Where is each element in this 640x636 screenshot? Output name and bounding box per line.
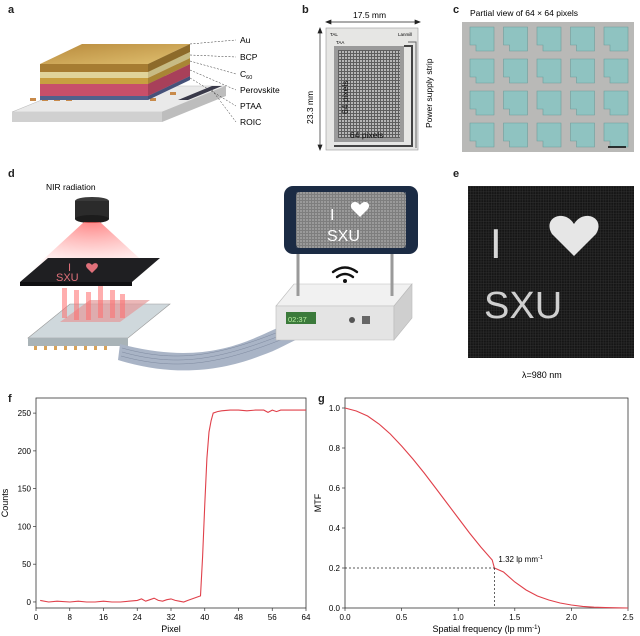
plot-frame [35, 397, 307, 609]
panel-label-b: b [302, 4, 309, 16]
wavelength-caption: λ=980 nm [522, 370, 562, 380]
pixel-cell [603, 26, 629, 52]
panel-label-f: f [8, 393, 12, 405]
pixel-cell [469, 26, 495, 52]
y-axis-label: MTF [313, 493, 323, 512]
y-tick-label: 0 [27, 598, 32, 607]
pixel-cell [536, 122, 562, 148]
y-tick-label: 250 [18, 409, 32, 418]
x-tick-label: 40 [200, 613, 209, 622]
x-tick-label: 56 [268, 613, 277, 622]
pixel-cell [570, 26, 595, 52]
chip-photo [325, 27, 419, 151]
pixel-cell [469, 90, 495, 116]
x-tick-label: 2.0 [566, 613, 578, 622]
panel-label-e: e [453, 168, 460, 180]
y-tick-label: 0.0 [329, 604, 341, 613]
slab-heart-icon [86, 263, 98, 273]
pixel-cell [503, 26, 528, 52]
chip-height-label: 23.3 mm [305, 91, 315, 124]
slab-text-i: I [68, 262, 71, 274]
panel-label-c: c [453, 4, 460, 16]
x-tick-label: 24 [133, 613, 142, 622]
layer-label-au: Au [240, 35, 251, 45]
y-tick-label: 200 [18, 447, 32, 456]
y-tick-label: 0.2 [329, 564, 341, 573]
panel-label-d: d [8, 168, 15, 180]
image-heart-icon [549, 215, 599, 256]
x-axis-label: Spatial frequency (lp mm-1) [433, 624, 541, 634]
x-tick-label: 48 [234, 613, 243, 622]
x-tick-label: 64 [302, 613, 311, 622]
edge-profile-chart: 0 8 16 24 32 40 48 56 64 0 50 100 150 200 250 Pixel Coun… [0, 397, 311, 634]
y-tick-label: 100 [18, 522, 32, 531]
mtf-chart: 0.0 0.5 1.0 1.5 2.0 2.5 0.0 0.2 0.4 0.6 0.8 1.0 Spat… [313, 397, 634, 634]
plot-frame [344, 397, 629, 609]
layer-label-c60: C60 [240, 69, 252, 81]
router-display: 02:37 [288, 315, 307, 324]
pixel-cell [503, 90, 528, 116]
layer-label-perovskite: Perovskite [240, 85, 280, 95]
pixel-view-title: Partial view of 64 × 64 pixels [470, 8, 578, 18]
layer-label-bcp: BCP [240, 52, 258, 62]
annotation-label: 1.32 lp mm-1 [498, 555, 542, 564]
image-text-sxu: SXU [484, 285, 562, 327]
image-text-i: I [490, 220, 502, 267]
x-tick-label: 0.0 [339, 613, 351, 622]
power-strip-label: Power supply strip [424, 58, 434, 128]
x-tick-label: 0 [34, 613, 39, 622]
y-axis-label: Counts [0, 488, 10, 517]
phone-text-i: I [330, 207, 334, 224]
data-series-line [344, 407, 629, 609]
chip-mark-right: Lanmill [398, 32, 412, 37]
pixel-cell [469, 122, 495, 148]
y-tick-label: 50 [22, 560, 31, 569]
pixel-cell [570, 90, 595, 116]
pixel-cell [469, 58, 495, 84]
pixel-cell [503, 122, 528, 148]
x-tick-label: 1.0 [453, 613, 465, 622]
x-tick-label: 16 [99, 613, 108, 622]
layer-label-ptaa: PTAA [240, 101, 262, 111]
chip-width-label: 17.5 mm [353, 10, 386, 20]
y-tick-label: 0.4 [329, 524, 341, 533]
x-tick-label: 8 [68, 613, 73, 622]
y-tick-label: 150 [18, 485, 32, 494]
layer-label-roic: ROIC [240, 117, 261, 127]
data-series-line [40, 409, 306, 603]
pixel-cell [503, 58, 528, 84]
x-axis-label: Pixel [161, 624, 181, 634]
chip-mark-left: TAL [330, 32, 338, 37]
nir-label: NIR radiation [46, 182, 96, 192]
captured-image-grid [468, 186, 634, 358]
chip-pixels-vertical: 64 pixels [340, 80, 350, 114]
x-tick-label: 0.5 [396, 613, 408, 622]
slab-text-sxu: SXU [56, 272, 79, 284]
y-tick-label: 0.6 [329, 484, 341, 493]
x-tick-label: 2.5 [622, 613, 634, 622]
x-tick-label: 32 [167, 613, 176, 622]
pixel-cell [536, 90, 562, 116]
phone-text-sxu: SXU [327, 228, 360, 245]
pixel-cell [570, 58, 595, 84]
panel-label-a: a [8, 4, 15, 16]
imaging-setup-diagram [20, 186, 418, 371]
chip-mark-taa: TAA [336, 40, 344, 45]
layer-stack-diagram [11, 39, 237, 123]
pixel-cell [603, 90, 629, 116]
pixel-cell [536, 58, 562, 84]
pixel-cell [570, 122, 595, 148]
pixel-grid [469, 26, 629, 148]
y-tick-label: 0.8 [329, 444, 341, 453]
pixel-cell [603, 58, 629, 84]
chip-pixels-horizontal: 64 pixels [350, 130, 384, 140]
pixel-cell [536, 26, 562, 52]
y-tick-label: 1.0 [329, 404, 341, 413]
x-tick-label: 1.5 [509, 613, 521, 622]
panel-label-g: g [318, 393, 325, 405]
